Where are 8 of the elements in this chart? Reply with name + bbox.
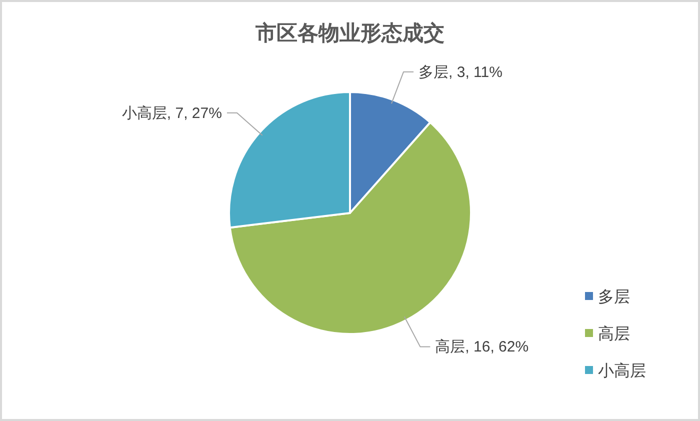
data-label: 多层, 3, 11% bbox=[418, 64, 502, 81]
legend-label: 高层 bbox=[598, 325, 630, 343]
data-label: 高层, 16, 62% bbox=[435, 338, 529, 356]
legend: 多层 高层 小高层 bbox=[585, 289, 646, 380]
chart-title: 市区各物业形态成交 bbox=[254, 21, 444, 45]
data-label: 小高层, 7, 27% bbox=[122, 104, 222, 122]
legend-label: 小高层 bbox=[598, 362, 646, 380]
legend-label: 多层 bbox=[598, 288, 630, 306]
